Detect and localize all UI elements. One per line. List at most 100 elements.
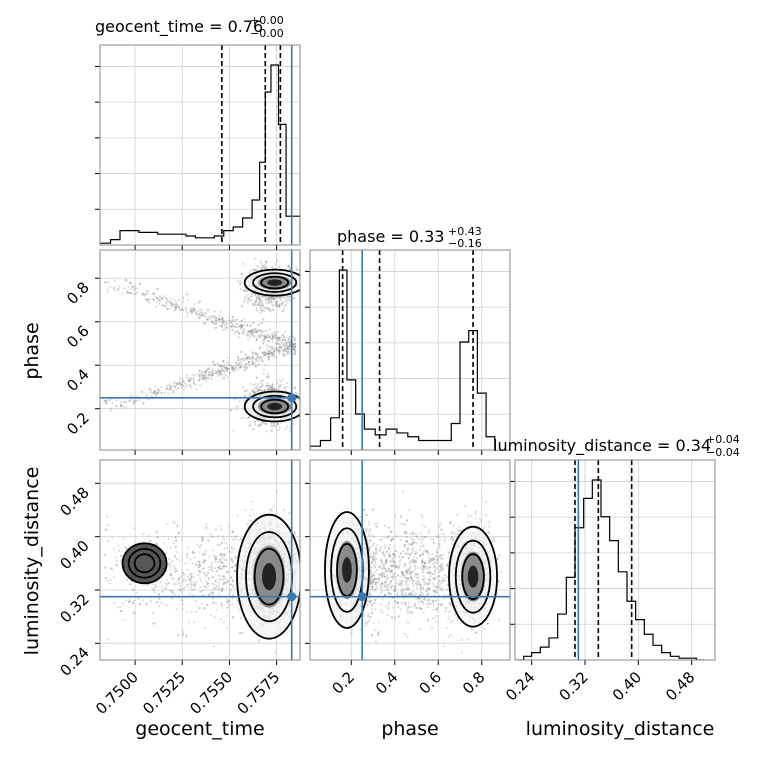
sample-point (173, 309, 176, 312)
sample-point (157, 593, 161, 596)
sample-point (170, 384, 173, 387)
sample-point (231, 579, 234, 582)
sample-point (240, 305, 244, 308)
sample-point (228, 372, 231, 375)
sample-point (235, 408, 238, 411)
sample-point (153, 292, 156, 296)
sample-point (149, 539, 152, 543)
sample-point (193, 382, 196, 385)
sample-point (261, 309, 264, 312)
sample-point (240, 537, 243, 541)
sample-point (152, 298, 155, 302)
sample-point (230, 325, 233, 328)
sample-point (260, 389, 264, 392)
sample-point (252, 268, 255, 271)
sample-point (256, 356, 259, 359)
sample-point (173, 385, 177, 389)
sample-point (292, 345, 295, 348)
sample-point (186, 298, 190, 302)
sample-point (145, 292, 148, 296)
sample-point (229, 409, 232, 412)
sample-point (160, 296, 163, 299)
sample-point (250, 331, 253, 334)
sample-point (165, 388, 168, 391)
sample-point (293, 348, 296, 351)
sample-point (203, 374, 206, 378)
sample-point (282, 354, 286, 357)
sample-point (252, 390, 256, 394)
sample-point (175, 557, 179, 561)
sample-point (248, 356, 252, 359)
sample-point (265, 334, 268, 338)
sample-point (193, 307, 196, 311)
sample-point (274, 333, 277, 337)
sample-point (197, 309, 200, 313)
sample-point (214, 579, 217, 583)
sample-point (127, 291, 130, 294)
sample-point (134, 292, 137, 295)
sample-point (250, 508, 253, 512)
sample-point (157, 388, 161, 392)
sample-point (107, 281, 110, 284)
sample-point (276, 382, 279, 385)
sample-point (190, 580, 193, 583)
sample-point (220, 541, 224, 544)
sample-point (239, 324, 242, 327)
sample-point (234, 562, 238, 566)
sample-point (182, 630, 185, 634)
sample-point (226, 370, 229, 373)
sample-point (169, 387, 172, 390)
sample-point (249, 324, 252, 327)
sample-point (191, 562, 194, 565)
sample-point (257, 294, 260, 298)
sample-point (276, 349, 280, 352)
sample-point (214, 326, 217, 329)
sample-point (104, 402, 107, 405)
sample-point (203, 585, 207, 588)
sample-point (151, 391, 155, 395)
sample-point (281, 352, 285, 356)
sample-point (177, 386, 180, 390)
sample-point (180, 383, 183, 386)
sample-point (250, 331, 253, 334)
sample-point (228, 319, 231, 322)
sample-point (286, 385, 289, 388)
sample-point (244, 289, 247, 292)
sample-point (194, 585, 197, 589)
sample-point (248, 424, 251, 427)
sample-point (282, 301, 285, 304)
sample-point (281, 378, 284, 381)
sample-point (262, 338, 266, 342)
sample-point (279, 336, 282, 339)
sample-point (188, 309, 191, 312)
sample-point (133, 403, 136, 406)
sample-point (287, 345, 291, 349)
sample-point (219, 561, 222, 564)
sample-point (119, 610, 123, 613)
sample-point (222, 574, 225, 578)
sample-point (268, 352, 271, 355)
sample-point (115, 404, 118, 408)
sample-point (276, 337, 279, 340)
sample-point (265, 352, 268, 356)
sample-point (189, 310, 192, 313)
sample-point (159, 581, 162, 584)
sample-point (154, 582, 157, 586)
sample-point (109, 567, 113, 570)
sample-point (154, 531, 157, 534)
sample-point (205, 318, 208, 321)
sample-point (218, 574, 222, 577)
sample-point (177, 531, 181, 534)
sample-point (197, 301, 200, 304)
sample-point (169, 385, 172, 388)
sample-point (265, 260, 268, 264)
sample-point (260, 356, 264, 359)
sample-point (265, 336, 268, 340)
sample-point (206, 582, 210, 585)
sample-point (227, 316, 230, 319)
sample-point (191, 588, 194, 592)
sample-point (210, 372, 213, 375)
sample-point (271, 386, 274, 389)
sample-point (242, 324, 246, 327)
sample-point (259, 329, 262, 332)
